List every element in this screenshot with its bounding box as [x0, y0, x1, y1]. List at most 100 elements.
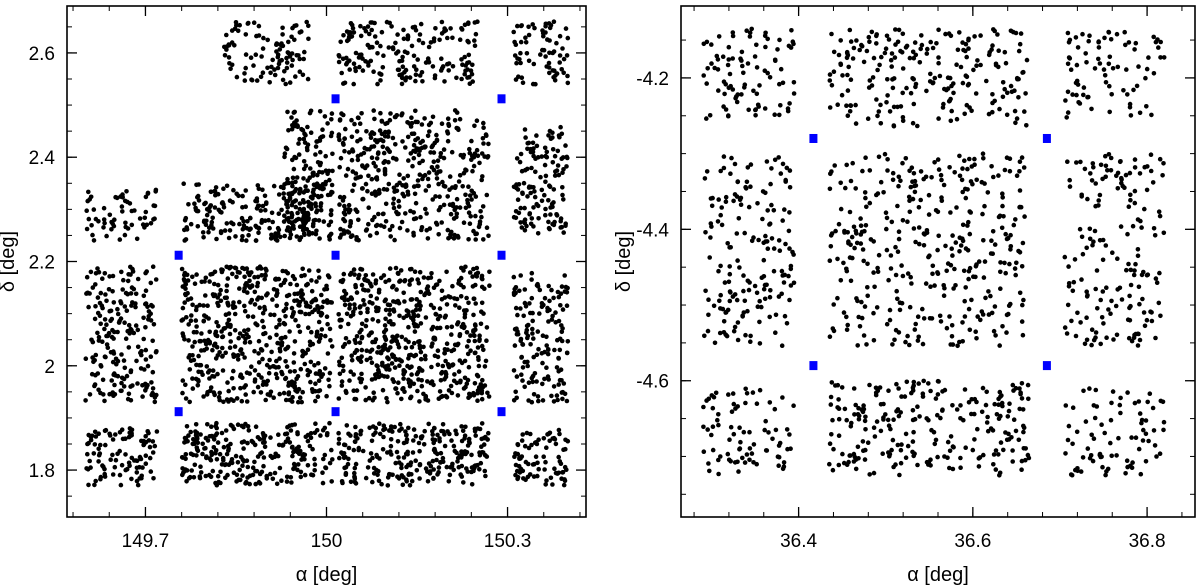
galaxy-point — [254, 322, 260, 328]
galaxy-point — [867, 472, 872, 477]
galaxy-point — [376, 290, 382, 295]
galaxy-point — [435, 432, 440, 438]
galaxy-point — [853, 466, 859, 472]
galaxy-point — [738, 56, 743, 61]
galaxy-point — [376, 150, 381, 155]
galaxy-point — [1125, 317, 1131, 323]
galaxy-point — [191, 475, 197, 480]
galaxy-point — [238, 374, 243, 379]
galaxy-point — [829, 31, 834, 37]
galaxy-point — [529, 442, 534, 448]
galaxy-point — [1025, 382, 1031, 388]
galaxy-point — [348, 369, 354, 375]
galaxy-point — [1136, 64, 1141, 69]
galaxy-point — [1000, 195, 1005, 200]
galaxy-point — [126, 345, 132, 350]
galaxy-point — [542, 145, 548, 151]
galaxy-point — [352, 470, 357, 476]
galaxy-point — [345, 461, 351, 467]
galaxy-point — [109, 378, 114, 383]
galaxy-point — [441, 183, 447, 189]
galaxy-point — [762, 106, 768, 111]
galaxy-point — [1064, 115, 1069, 120]
galaxy-point — [856, 314, 861, 320]
galaxy-point — [438, 459, 443, 465]
galaxy-point — [913, 81, 919, 87]
galaxy-point — [316, 378, 322, 384]
galaxy-point — [179, 266, 185, 272]
galaxy-point — [409, 372, 414, 377]
galaxy-point — [1102, 73, 1108, 78]
galaxy-point — [911, 101, 917, 107]
galaxy-point — [554, 393, 560, 398]
galaxy-point — [464, 308, 469, 313]
galaxy-point — [1139, 225, 1144, 230]
galaxy-point — [304, 282, 309, 288]
galaxy-point — [436, 181, 441, 187]
galaxy-point — [289, 126, 295, 132]
galaxy-point — [379, 29, 385, 35]
galaxy-point — [884, 247, 890, 253]
galaxy-point — [276, 211, 282, 216]
galaxy-point — [900, 31, 906, 37]
galaxy-point — [469, 482, 475, 487]
galaxy-point — [861, 258, 866, 264]
galaxy-point — [716, 457, 721, 463]
galaxy-point — [230, 424, 235, 429]
galaxy-point — [482, 468, 488, 474]
galaxy-point — [876, 109, 882, 114]
galaxy-point — [478, 460, 484, 466]
galaxy-point — [726, 113, 731, 119]
galaxy-point — [958, 243, 964, 248]
galaxy-point — [242, 355, 247, 360]
galaxy-point — [522, 127, 528, 132]
galaxy-point — [427, 471, 433, 476]
galaxy-point — [297, 224, 303, 229]
galaxy-point — [473, 301, 479, 306]
galaxy-point — [864, 48, 870, 54]
galaxy-point — [932, 160, 937, 165]
galaxy-point — [1122, 29, 1127, 35]
galaxy-point — [755, 201, 760, 206]
galaxy-point — [1022, 109, 1027, 114]
galaxy-point — [258, 74, 264, 80]
galaxy-point — [310, 472, 316, 478]
galaxy-point — [425, 236, 431, 241]
galaxy-point — [247, 481, 252, 487]
galaxy-point — [1161, 230, 1167, 236]
galaxy-point — [474, 231, 480, 236]
galaxy-point — [388, 437, 394, 442]
galaxy-point — [1021, 297, 1026, 303]
galaxy-point — [905, 443, 911, 449]
galaxy-point — [374, 371, 380, 377]
galaxy-point — [411, 381, 417, 387]
galaxy-point — [557, 347, 563, 353]
galaxy-point — [338, 324, 343, 330]
galaxy-point — [467, 221, 473, 226]
galaxy-point — [206, 229, 211, 235]
galaxy-point — [274, 41, 280, 47]
galaxy-point — [1019, 467, 1024, 473]
galaxy-point — [148, 280, 154, 286]
galaxy-point — [374, 454, 380, 460]
galaxy-point — [474, 118, 480, 123]
galaxy-point — [123, 336, 129, 342]
galaxy-point — [235, 353, 241, 358]
galaxy-point — [339, 383, 345, 388]
galaxy-point — [910, 179, 915, 184]
galaxy-point — [975, 58, 980, 63]
galaxy-point — [365, 24, 371, 29]
galaxy-point — [308, 379, 313, 385]
galaxy-point — [453, 303, 458, 308]
galaxy-point — [398, 358, 403, 363]
galaxy-point — [948, 210, 953, 215]
galaxy-point — [746, 107, 751, 113]
galaxy-point — [933, 396, 939, 401]
galaxy-point — [464, 466, 469, 471]
galaxy-point — [873, 385, 879, 391]
galaxy-point — [551, 19, 557, 25]
galaxy-point — [1127, 305, 1132, 311]
galaxy-point — [310, 341, 316, 347]
galaxy-point — [437, 37, 442, 43]
galaxy-point — [343, 388, 349, 394]
